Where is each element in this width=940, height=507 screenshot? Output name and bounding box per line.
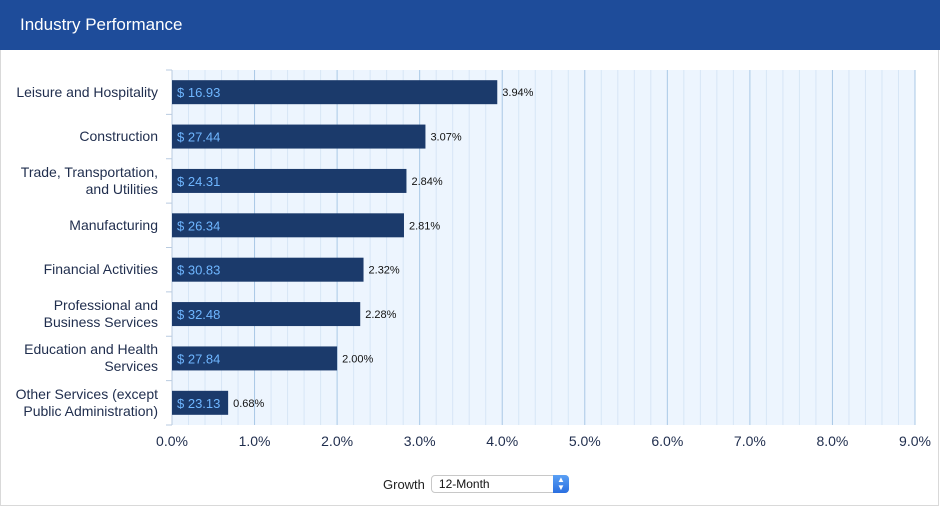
bar-value-label: 3.94% xyxy=(502,87,533,99)
bar-inner-label: $ 27.44 xyxy=(177,130,220,145)
category-label: Manufacturing xyxy=(0,217,158,234)
category-label-line: Trade, Transportation, xyxy=(20,163,158,180)
category-label-line: and Utilities xyxy=(85,180,158,197)
growth-select-value: 12-Month xyxy=(438,477,490,491)
bar-inner-label: $ 16.93 xyxy=(177,85,220,100)
category-label: Other Services (except Public Administrat… xyxy=(0,386,158,420)
category-label: Leisure and Hospitality xyxy=(0,84,158,101)
bar-value-label: 2.81% xyxy=(409,220,440,232)
x-tick-label: 4.0% xyxy=(486,433,518,449)
x-tick-label: 6.0% xyxy=(651,433,683,449)
bar-inner-label: $ 26.34 xyxy=(177,218,220,233)
x-tick-label: 1.0% xyxy=(239,433,271,449)
x-tick-label: 8.0% xyxy=(816,433,848,449)
category-label-line: Manufacturing xyxy=(69,216,158,233)
bar xyxy=(172,257,364,282)
bar-inner-label: $ 24.31 xyxy=(177,174,220,189)
category-label-line: Leisure and Hospitality xyxy=(16,83,158,100)
bar-value-label: 2.84% xyxy=(411,176,442,188)
category-label: Construction xyxy=(0,128,158,145)
chart-frame xyxy=(0,50,939,506)
bar-value-label: 3.07% xyxy=(430,132,461,144)
bar xyxy=(172,168,407,193)
category-label-line: Construction xyxy=(79,128,158,145)
bar-value-label: 0.68% xyxy=(233,398,264,410)
category-label: Professional and Business Services xyxy=(0,297,158,331)
bar-value-label: 2.00% xyxy=(342,353,373,365)
category-label-line: Professional and xyxy=(53,297,158,314)
category-label-line: Other Services (except xyxy=(15,385,158,402)
x-tick-label: 3.0% xyxy=(404,433,436,449)
bar-chart: $ 16.93 3.94% $ 27.44 3.07% $ 24.31 2.84% $ 26… xyxy=(156,69,931,449)
bar-inner-label: $ 30.83 xyxy=(177,263,220,278)
growth-controls: Growth 12-Month ▲ ▼ xyxy=(383,474,569,494)
bar xyxy=(172,302,361,327)
x-tick-label: 9.0% xyxy=(899,433,931,449)
category-label-line: Public Administration) xyxy=(23,402,158,419)
category-label-line: Financial Activities xyxy=(43,261,158,278)
category-label-line: Services xyxy=(104,358,158,375)
bar xyxy=(172,80,498,105)
x-tick-label: 2.0% xyxy=(321,433,353,449)
bar xyxy=(172,213,404,238)
x-tick-label: 5.0% xyxy=(569,433,601,449)
x-tick-label: 7.0% xyxy=(734,433,766,449)
bar xyxy=(172,390,229,415)
bar-inner-label: $ 32.48 xyxy=(177,307,220,322)
category-label: Education and Health Services xyxy=(0,341,158,375)
growth-label: Growth xyxy=(383,476,425,492)
category-label: Trade, Transportation, and Utilities xyxy=(0,164,158,198)
bar-inner-label: $ 27.84 xyxy=(177,351,220,366)
bar-value-label: 2.32% xyxy=(369,265,400,277)
category-label-line: Business Services xyxy=(43,314,158,331)
x-tick-label: 0.0% xyxy=(156,433,188,449)
bar xyxy=(172,124,426,149)
plot-background xyxy=(172,70,915,425)
bar-inner-label: $ 23.13 xyxy=(177,396,220,411)
category-label: Financial Activities xyxy=(0,261,158,278)
bar-value-label: 2.28% xyxy=(365,309,396,321)
category-label-line: Education and Health xyxy=(24,341,158,358)
header-bar: Industry Performance xyxy=(0,0,940,50)
growth-select[interactable]: 12-Month ▲ ▼ xyxy=(430,475,569,493)
select-arrows-icon: ▲ ▼ xyxy=(552,475,569,493)
page-title: Industry Performance xyxy=(20,15,183,34)
bar xyxy=(172,346,338,371)
